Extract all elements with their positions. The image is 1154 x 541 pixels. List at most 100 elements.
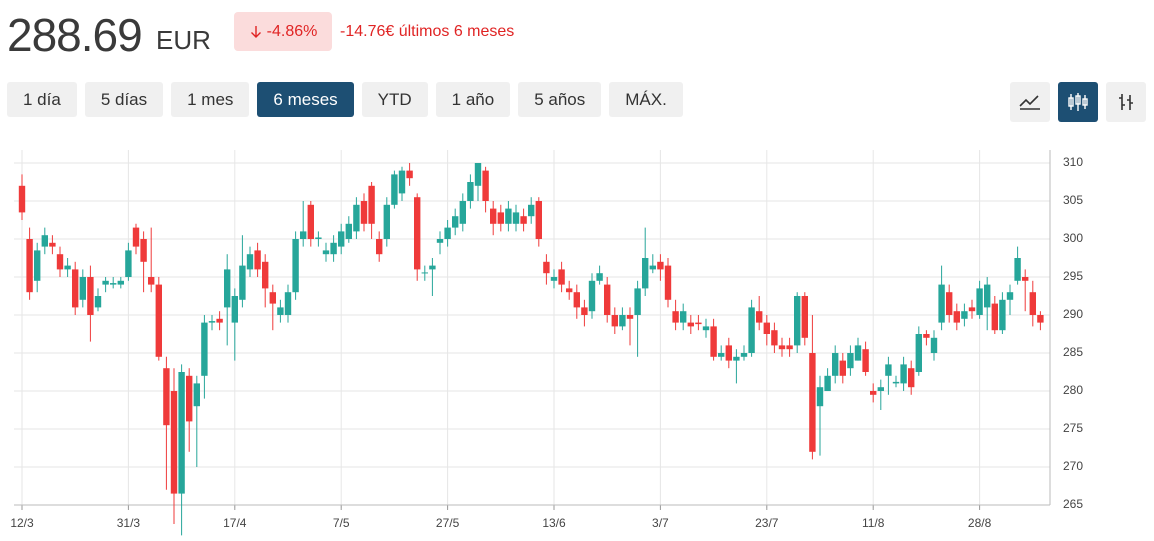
candle-body [657,261,664,270]
candle-body [695,322,702,325]
candle-body [794,296,801,346]
candle-body [490,208,497,224]
candle-body [596,273,603,281]
candle-body [946,292,953,315]
candle-body [862,349,869,372]
candle-body [1014,258,1021,281]
candle-body [292,239,299,293]
candle-body [452,216,459,228]
candle-body [740,353,748,357]
candle-body [649,265,656,270]
candle-body [163,368,170,426]
candle-body [900,364,907,384]
candle-body [619,315,626,327]
line-chart-button[interactable] [1010,82,1050,122]
change-percent: -4.86% [266,22,318,40]
candle-body [672,311,679,323]
down-arrow [250,25,261,38]
y-tick-label: 285 [1063,345,1083,359]
candle-body [999,299,1006,331]
candle-body [155,284,162,357]
y-tick-label: 300 [1063,231,1083,245]
candle-body [474,163,482,186]
x-tick-label: 3/7 [652,516,669,530]
candle-body [125,250,132,277]
candle-body [535,201,542,239]
candle-body [307,204,314,239]
candle-body [854,345,862,361]
candle-body [315,237,322,239]
x-tick-label: 13/6 [542,516,566,530]
x-tick-label: 11/8 [862,516,885,530]
ohlc-button[interactable] [1106,82,1146,122]
candle-body [953,311,960,323]
range-button[interactable]: 1 día [7,82,77,117]
candle-body [626,315,634,319]
candle-body [923,334,930,338]
candle-body [94,296,102,308]
candle-body [786,345,793,350]
candle-body [1006,292,1014,300]
range-button[interactable]: 5 días [84,82,164,117]
candle-body [102,280,109,285]
candle-body [406,170,413,179]
candlestick-button[interactable] [1058,82,1098,122]
candle-body [436,239,444,243]
candle-body [497,212,504,224]
candle-body [877,387,884,391]
candle-body [778,345,786,350]
candle-body [611,315,618,327]
candle-body [110,283,117,285]
candle-body [991,303,998,331]
range-button[interactable]: YTD [361,82,428,117]
candle-body [414,197,421,270]
x-tick-label: 17/4 [223,516,247,530]
candle-body [832,353,839,376]
candle-body [885,364,892,376]
candle-body [892,381,900,384]
candle-body [368,185,375,224]
candle-body [345,223,352,239]
range-button[interactable]: 5 años [518,82,602,117]
range-button[interactable]: 1 mes [171,82,250,117]
candle-body [224,269,231,308]
candle-body [277,307,284,315]
candle-body [87,277,94,315]
candle-body [140,239,147,262]
candle-body [771,330,778,346]
y-tick-label: 295 [1063,269,1083,283]
candle-body [353,204,360,232]
candle-body [809,353,816,452]
candle-body [269,292,276,304]
candle-body [748,307,755,353]
range-button[interactable]: 6 meses [257,82,354,117]
candle-body [984,284,991,308]
candle-body [543,261,550,274]
y-tick-label: 275 [1063,421,1083,435]
candle-body [26,239,33,293]
candle-body [505,208,512,224]
candle-body [482,170,489,201]
candle-icon [1068,93,1088,111]
candle-body [398,170,406,194]
candle-body [330,242,337,255]
candle-body [718,353,725,357]
candle-body [702,326,710,331]
candle-body [550,277,558,281]
range-button[interactable]: 1 año [435,82,511,117]
candle-body [588,280,596,312]
change-badge: -4.86% [234,12,332,51]
y-tick-label: 280 [1063,383,1083,397]
candle-body [376,239,383,255]
candle-body [710,326,717,357]
candle-body [581,307,588,315]
range-button[interactable]: MÁX. [609,82,683,117]
candle-body [930,337,938,353]
y-tick-label: 265 [1063,497,1083,511]
candle-body [528,204,535,217]
candle-body [642,258,649,289]
candle-body [231,296,238,323]
candle-body [239,265,246,300]
